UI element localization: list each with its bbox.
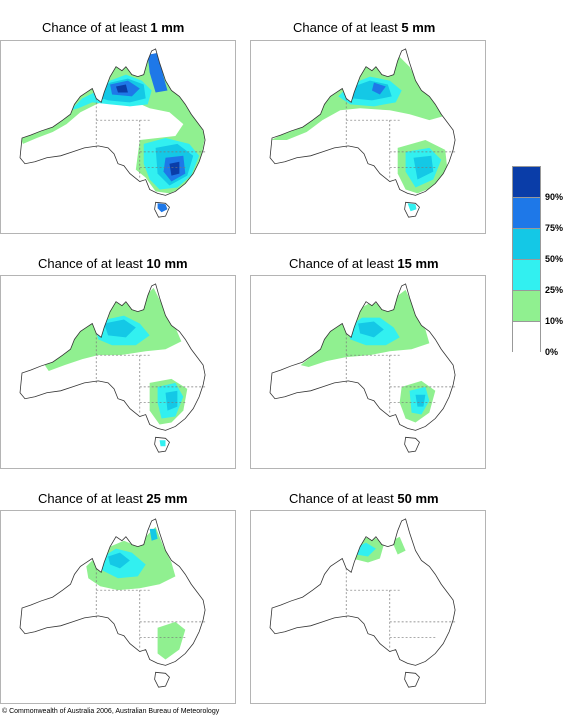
- probability-zone: [425, 552, 430, 559]
- coastline: [269, 283, 456, 453]
- australia-map: [269, 283, 456, 453]
- panel-title-10mm: Chance of at least 10 mm: [38, 256, 188, 271]
- probability-zone: [391, 536, 406, 555]
- legend-label-50: 50%: [545, 254, 564, 264]
- probability-zone: [371, 82, 386, 95]
- probability-zone: [147, 52, 168, 93]
- coastline: [19, 518, 206, 688]
- state-borders: [345, 98, 456, 180]
- map-panel-1mm: [0, 40, 236, 234]
- panel-title-50mm: Chance of at least 50 mm: [289, 491, 439, 506]
- state-borders: [345, 333, 456, 415]
- australia-map: [19, 283, 206, 453]
- legend-label-0: 0%: [545, 347, 559, 357]
- panel-title-25mm: Chance of at least 25 mm: [38, 491, 188, 506]
- probability-zone: [407, 203, 417, 212]
- map-panel-50mm: [250, 510, 486, 704]
- coastline: [269, 48, 456, 218]
- panel-title-15mm: Chance of at least 15 mm: [289, 256, 439, 271]
- legend-label-10: 10%: [545, 316, 564, 326]
- australia-map: [269, 518, 456, 688]
- legend-label-90: 90%: [545, 192, 564, 202]
- legend-label-75: 75%: [545, 223, 564, 233]
- legend-swatch-25: [512, 259, 541, 290]
- copyright-notice: © Commonwealth of Australia 2006, Austra…: [2, 708, 220, 715]
- state-borders: [345, 568, 456, 650]
- panel-title-5mm: Chance of at least 5 mm: [293, 20, 436, 35]
- legend-swatch-75: [512, 197, 541, 228]
- map-panel-15mm: [250, 275, 486, 469]
- probability-zone: [149, 528, 158, 541]
- probability-zone: [165, 390, 178, 411]
- probability-zone: [116, 84, 128, 93]
- probability-zone: [415, 394, 426, 407]
- landmass: [270, 518, 456, 688]
- legend-label-25: 25%: [545, 285, 564, 295]
- probability-zone: [159, 440, 166, 447]
- legend-swatch-90: [512, 166, 541, 197]
- coastline: [19, 48, 206, 218]
- australia-map: [19, 48, 206, 218]
- state-borders: [95, 333, 206, 415]
- landmass: [20, 518, 206, 688]
- state-borders: [95, 568, 206, 650]
- probability-zone: [419, 540, 430, 551]
- state-borders: [95, 98, 206, 180]
- probability-legend: 90% 75% 50% 25% 10% 0%: [512, 166, 563, 357]
- legend-swatch-50: [512, 228, 541, 259]
- probability-zone: [358, 321, 384, 338]
- probability-zone: [108, 552, 130, 569]
- probability-zone: [169, 161, 180, 176]
- probability-zone: [157, 621, 186, 660]
- coastline: [269, 518, 456, 688]
- map-panel-25mm: [0, 510, 236, 704]
- legend-swatch-0: [512, 321, 541, 352]
- australia-map: [19, 518, 206, 688]
- panel-title-1mm: Chance of at least 1 mm: [42, 20, 185, 35]
- australia-map: [269, 48, 456, 218]
- probability-zone: [157, 203, 168, 213]
- legend-swatch-10: [512, 290, 541, 321]
- coastline: [19, 283, 206, 453]
- probability-zone: [104, 319, 136, 338]
- map-panel-10mm: [0, 275, 236, 469]
- map-panel-5mm: [250, 40, 486, 234]
